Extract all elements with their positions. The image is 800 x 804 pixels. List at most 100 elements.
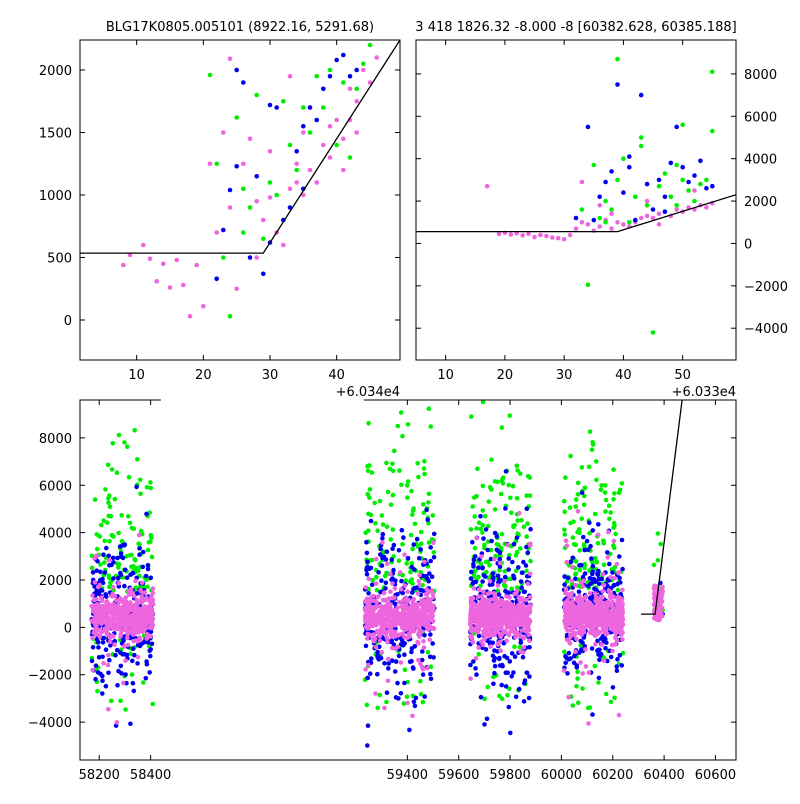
data-point (561, 668, 567, 673)
data-point (578, 660, 583, 665)
data-point (473, 656, 479, 661)
data-point (499, 662, 505, 668)
data-point (114, 470, 120, 476)
data-point (341, 167, 346, 173)
data-point (480, 565, 485, 571)
data-point (363, 667, 368, 672)
data-point (603, 691, 609, 697)
data-point (374, 612, 379, 617)
data-point (597, 657, 602, 663)
data-point (267, 149, 273, 154)
data-point (294, 149, 300, 154)
data-point (577, 597, 582, 602)
data-point (385, 561, 390, 567)
data-point (90, 667, 95, 673)
data-point (388, 571, 393, 577)
data-point (111, 585, 116, 590)
data-point (710, 69, 715, 75)
data-point (481, 589, 486, 595)
data-point (644, 213, 650, 219)
data-point (426, 521, 431, 526)
data-point (117, 544, 123, 549)
data-point (294, 161, 300, 167)
data-point (364, 539, 369, 545)
data-point (366, 611, 372, 617)
axes-frame (415, 39, 737, 361)
data-point (668, 194, 674, 200)
data-point (92, 580, 98, 585)
data-point (399, 578, 404, 584)
data-point (423, 616, 429, 622)
data-point (704, 205, 709, 210)
data-point (475, 607, 480, 612)
plot-area (416, 56, 736, 335)
data-point (496, 231, 502, 237)
data-point (410, 512, 415, 517)
data-point (564, 620, 569, 626)
data-point (579, 465, 585, 470)
data-point (523, 622, 529, 628)
data-point (106, 553, 111, 559)
data-point (524, 670, 530, 675)
data-point (405, 422, 411, 427)
data-point (521, 559, 526, 565)
data-point (524, 534, 529, 539)
data-point (489, 538, 494, 544)
data-point (431, 625, 436, 631)
data-point (668, 160, 674, 166)
data-point (519, 517, 524, 523)
data-point (508, 495, 513, 501)
data-point (126, 592, 132, 597)
data-point (367, 487, 373, 492)
data-point (144, 622, 149, 627)
data-point (365, 723, 371, 728)
data-point (365, 675, 371, 681)
data-point (366, 591, 371, 596)
y-tick-label: 4000 (39, 527, 72, 542)
data-point (405, 700, 410, 706)
data-point (133, 558, 138, 563)
data-point (98, 569, 103, 575)
data-point (518, 640, 524, 645)
data-point (579, 220, 585, 225)
data-point (588, 628, 594, 633)
data-point (409, 560, 415, 566)
data-point (507, 605, 513, 610)
data-point (562, 532, 568, 537)
data-point (370, 623, 376, 629)
data-point (419, 621, 424, 627)
data-point (144, 485, 150, 490)
data-point (527, 594, 533, 600)
data-point (495, 642, 501, 647)
data-point (367, 42, 373, 48)
data-point (610, 570, 615, 575)
data-point (121, 651, 127, 657)
data-point (430, 592, 436, 597)
data-point (502, 574, 508, 580)
data-point (488, 644, 493, 649)
data-point (103, 647, 109, 652)
data-point (606, 588, 612, 594)
data-point (619, 602, 625, 608)
data-point (644, 181, 650, 187)
data-point (494, 547, 500, 553)
data-point (627, 164, 632, 170)
data-point (657, 614, 662, 619)
data-point (139, 594, 144, 599)
data-point (480, 400, 486, 405)
data-point (426, 491, 432, 497)
data-point (580, 671, 585, 676)
data-point (561, 236, 567, 242)
data-point (589, 646, 595, 651)
data-point (123, 672, 128, 677)
data-point (509, 510, 514, 515)
data-point (103, 487, 108, 492)
data-point (214, 276, 219, 282)
data-point (373, 645, 379, 650)
data-point (517, 632, 523, 638)
data-point (476, 587, 482, 592)
data-point (704, 186, 709, 191)
data-point (595, 622, 600, 627)
data-point (518, 471, 523, 476)
data-point (373, 581, 379, 586)
